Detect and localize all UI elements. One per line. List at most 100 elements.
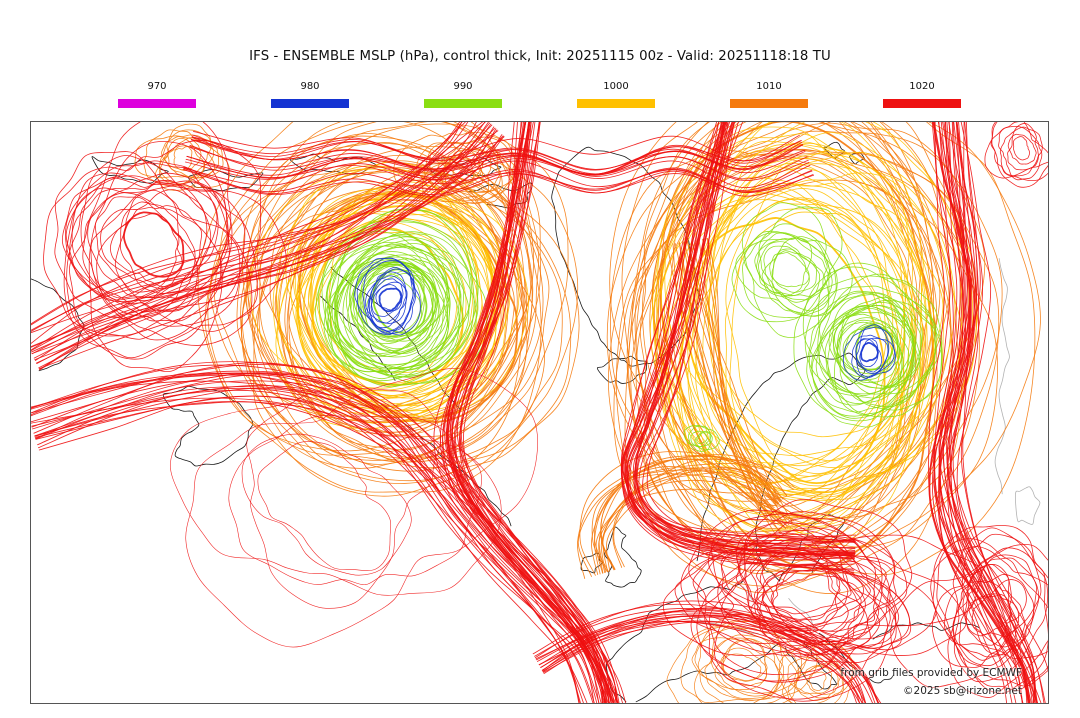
legend-label: 1010 [756,81,782,92]
contour-path [638,122,857,538]
contour-path [636,122,856,542]
contour-path [31,361,624,703]
contour-path [591,473,779,573]
contour-path [444,153,484,190]
contour-path [709,527,883,676]
legend-label: 970 [147,81,167,92]
contour-path [33,126,495,359]
contour-path [947,527,1048,698]
contour-path [636,122,856,541]
contour-path [623,122,855,560]
contour-path [642,122,856,546]
contour-path [34,387,594,703]
contour-path [817,292,921,408]
contour-path [1014,486,1041,525]
contour-path [735,231,838,317]
contour-path [35,372,612,703]
contour-path [535,614,879,703]
legend-label: 1020 [909,81,935,92]
contour-path [735,522,911,655]
contour-path [936,538,1048,691]
contour-path [690,430,713,448]
contour-path [251,170,580,482]
contour-path [69,122,232,360]
contour-path [939,122,1038,703]
contour-path [633,122,856,556]
contour-path [170,402,502,596]
contour-path [31,364,612,703]
contour-path [808,292,917,413]
contour-path [620,122,855,558]
contour-path [686,241,793,523]
contour-path [87,181,228,299]
contour-path [536,611,876,703]
contour-path [818,301,922,395]
contour-path [378,287,403,313]
contour-path [193,130,800,175]
contour-path [294,199,479,397]
contour-path [679,183,916,485]
contour-path [942,122,1024,703]
contour-path [577,462,794,577]
contour-path [622,122,856,554]
contour-path [676,153,964,518]
contour-path [167,138,206,178]
contour-path [228,415,482,586]
contour-path [540,607,867,703]
contour-path [31,122,484,348]
contour-path [595,471,783,574]
contour-path [429,141,503,201]
contour-path [100,205,203,289]
contour-path [342,239,462,376]
contour-path [971,593,1011,636]
contour-path [931,547,1042,668]
contour-path [345,236,451,371]
legend-item-1020: 1020 [883,81,961,108]
contour-path [183,168,814,197]
contour-path [336,253,441,358]
contour-path [269,166,523,451]
contour-path [31,278,85,372]
contour-path [452,122,616,703]
contour-path [944,574,1035,658]
contour-path [663,122,977,515]
contour-path [890,544,1048,688]
contour-path [612,467,767,568]
contour-path [453,122,616,703]
contour-path [684,217,886,484]
contour-path [257,441,392,571]
legend-item-990: 990 [424,81,502,108]
contour-path [662,546,967,657]
contour-path [739,532,868,646]
contour-path [600,466,773,570]
contour-path [189,144,806,181]
contour-path [123,211,185,278]
contour-path [370,281,408,324]
contour-path [65,160,258,332]
contour-path [31,372,614,703]
contour-path [1012,136,1030,161]
contour-path [683,241,787,529]
map-area: from grib files provided by ECMWF ©2025 … [30,121,1049,704]
contour-path [459,122,620,703]
contour-path [357,269,437,336]
contour-path [327,243,488,386]
contour-path [833,296,923,417]
contour-path [720,653,762,681]
contour-path [721,536,908,656]
contour-path [368,266,417,335]
contour-path [674,242,782,534]
contour-path [329,233,465,373]
contour-path [54,151,253,346]
contour-path [318,235,461,366]
contour-path [859,338,879,367]
contour-path [771,248,810,297]
contour-path [621,122,856,557]
legend-label: 1000 [603,81,629,92]
contour-path [347,262,437,355]
contour-path [934,122,1013,703]
legend-color-swatch [271,99,349,108]
contour-path [688,509,897,702]
contour-path [692,548,897,651]
contour-path [991,122,1048,188]
